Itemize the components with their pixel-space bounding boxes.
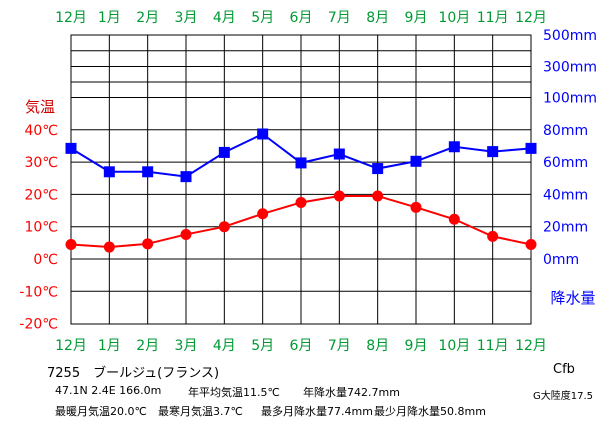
precipitation-point [333,148,345,160]
temperature-tick-label: -20℃ [19,317,58,333]
temperature-series [65,190,537,253]
month-label: 4月 [213,10,236,26]
temperature-tick-label: -10℃ [19,284,58,300]
temperature-point [525,238,537,250]
month-label: 12月 [55,338,87,354]
gridlines [71,34,531,324]
precipitation-point [103,166,115,178]
temperature-point [180,228,192,240]
precipitation-point [180,171,192,183]
temperature-point [448,213,460,225]
month-label: 7月 [328,10,351,26]
precipitation-series [65,128,537,183]
precipitation-point [448,141,460,153]
precipitation-point [372,163,384,175]
precipitation-tick-label: 40mm [543,187,588,203]
month-label: 12月 [515,10,547,26]
precipitation-point [257,128,269,140]
precipitation-point [65,142,77,154]
precipitation-point [410,155,422,167]
bottom-month-labels: 12月 1月 2月 3月 4月 5月 6月 7月 8月 9月 10月 11月 12月 [55,338,547,354]
temperature-point [218,221,230,233]
precipitation-point [525,142,537,154]
temperature-tick-label: 30℃ [24,155,58,171]
month-label: 12月 [55,10,87,26]
temperature-axis-label: 気温 [25,98,55,116]
temperature-point [333,190,345,202]
month-label: 2月 [136,10,159,26]
month-label: 8月 [366,10,389,26]
precipitation-tick-label: 100mm [543,91,597,107]
month-label: 2月 [136,338,159,354]
temperature-point [257,208,269,220]
precipitation-axis-ticks: 500mm 300mm 100mm 80mm 60mm 40mm 20mm 0mm [543,28,597,268]
month-label: 4月 [213,338,236,354]
precipitation-point [295,157,307,169]
temperature-point [142,238,154,250]
precipitation-point [142,166,154,178]
precipitation-axis-label: 降水量 [550,289,595,307]
month-label: 7月 [328,338,351,354]
month-label: 5月 [251,338,274,354]
temperature-point [410,201,422,213]
month-label: 11月 [477,338,509,354]
temperature-axis-ticks: 40℃ 30℃ 20℃ 10℃ 0℃ -10℃ -20℃ [19,123,58,333]
month-label: 6月 [290,338,313,354]
precipitation-tick-label: 60mm [543,155,588,171]
temperature-point [372,190,384,202]
precipitation-tick-label: 0mm [543,252,579,268]
temperature-tick-label: 10℃ [24,220,58,236]
month-label: 12月 [515,338,547,354]
month-label: 10月 [438,338,470,354]
precipitation-point [218,146,230,158]
precipitation-tick-label: 20mm [543,220,588,236]
month-label: 1月 [98,338,121,354]
temperature-tick-label: 0℃ [33,252,58,268]
temperature-tick-label: 40℃ [24,123,58,139]
month-label: 9月 [405,338,428,354]
month-label: 8月 [366,338,389,354]
temperature-point [487,230,499,242]
temperature-tick-label: 20℃ [24,187,58,203]
temperature-point [295,196,307,208]
top-month-labels: 12月 1月 2月 3月 4月 5月 6月 7月 8月 9月 10月 11月 12月 [55,10,547,26]
precipitation-tick-label: 300mm [543,60,597,76]
month-label: 5月 [251,10,274,26]
temperature-point [103,241,115,253]
precipitation-point [487,146,499,158]
precipitation-tick-label: 500mm [543,28,597,44]
month-label: 11月 [477,10,509,26]
precipitation-tick-label: 80mm [543,123,588,139]
month-label: 10月 [438,10,470,26]
temperature-point [65,238,77,250]
month-label: 6月 [290,10,313,26]
month-label: 1月 [98,10,121,26]
month-label: 9月 [405,10,428,26]
month-label: 3月 [175,338,198,354]
month-label: 3月 [175,10,198,26]
